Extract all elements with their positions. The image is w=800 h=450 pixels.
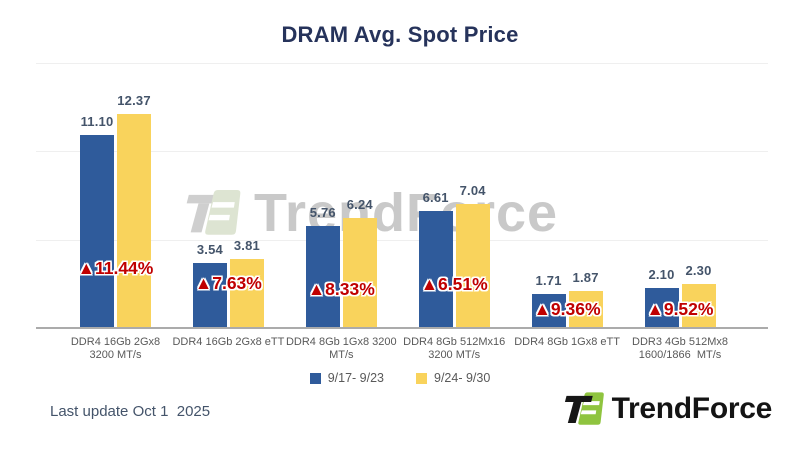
change-badge-group2: ▲7.63%: [194, 273, 262, 293]
bar-group4-week2: [455, 204, 490, 328]
gridline-10: [36, 151, 768, 153]
x-axis-label-group1: DDR4 16Gb 2Gx8 3200 MT/s: [57, 336, 175, 362]
value-label-group4-week2: 7.04: [459, 183, 486, 199]
x-axis-label-line1: DDR4 16Gb 2Gx8 eTT: [172, 336, 285, 348]
value-label-group3-week2: 6.24: [346, 196, 373, 212]
legend-label-week2: 9/24- 9/30: [434, 371, 491, 385]
x-axis-label-group5: DDR4 8Gb 1Gx8 eTT: [508, 336, 626, 349]
value-label-group6-week1: 2.10: [648, 266, 675, 282]
value-label-group2-week1: 3.54: [196, 242, 223, 258]
x-axis-label-group6: DDR3 4Gb 512Mx8 1600/1866 MT/s: [621, 336, 739, 362]
x-axis-label-group4: DDR4 8Gb 512Mx16 3200 MT/s: [395, 336, 513, 362]
value-label-group3-week1: 5.76: [309, 204, 336, 220]
legend: 9/17- 9/23 9/24- 9/30: [0, 371, 800, 385]
legend-item-week2: 9/24- 9/30: [416, 371, 490, 385]
bar-group1-week2: [117, 113, 151, 328]
value-label-group4-week1: 6.61: [422, 190, 449, 206]
bar-group5-week1: [531, 294, 566, 328]
bar-group6-week1: [644, 287, 679, 328]
x-axis-label-line1: DDR4 8Gb 1Gx8 eTT: [514, 336, 620, 348]
watermark-trendforce-icon: [186, 190, 241, 235]
change-badge-group1: ▲11.44%: [77, 258, 154, 278]
legend-item-week1: 9/17- 9/23: [309, 371, 384, 385]
gridline-5: [36, 239, 768, 241]
last-update-text: Last update Oct 1 2025: [50, 403, 211, 420]
trendforce-logo-text: TrendForce: [611, 392, 773, 425]
bar-group2-week1: [192, 263, 227, 328]
change-badge-group5: ▲9.36%: [533, 299, 601, 319]
legend-swatch-week1: [309, 372, 321, 384]
trendforce-logo: TrendForce: [563, 388, 772, 430]
bar-group3-week1: [305, 225, 340, 328]
x-axis-label-line1: DDR4 8Gb 1Gx8 3200: [285, 336, 397, 348]
value-label-group1-week2: 12.37: [117, 92, 151, 108]
x-axis-line: [36, 327, 768, 329]
bar-group2-week2: [229, 258, 264, 328]
legend-swatch-week2: [416, 372, 427, 384]
x-axis-label-group2: DDR4 16Gb 2Gx8 eTT: [169, 336, 287, 349]
value-label-group2-week2: 3.81: [233, 237, 260, 253]
x-axis-label-line2: MT/s: [329, 349, 354, 361]
value-label-group5-week2: 1.87: [572, 270, 599, 286]
value-label-group5-week1: 1.71: [535, 273, 562, 289]
value-label-group1-week1: 11.10: [80, 114, 114, 130]
x-axis-label-group3: DDR4 8Gb 1Gx8 3200 MT/s: [282, 336, 400, 362]
bar-group3-week2: [342, 217, 377, 328]
change-badge-group4: ▲6.51%: [420, 274, 488, 294]
x-axis-label-line1: DDR4 16Gb 2Gx8: [70, 336, 161, 348]
page-title: DRAM Avg. Spot Price: [281, 22, 519, 47]
x-axis-label-line2: 1600/1866 MT/s: [638, 349, 722, 361]
bar-group4-week1: [418, 211, 453, 328]
gridline-15: [36, 63, 768, 65]
trendforce-logo-icon: [564, 392, 604, 425]
x-axis-label-line2: 3200 MT/s: [428, 349, 481, 361]
x-axis-label-line1: DDR4 8Gb 512Mx16: [403, 336, 506, 348]
x-axis-label-line2: 3200 MT/s: [89, 349, 142, 361]
bar-group6-week2: [681, 284, 716, 328]
value-label-group6-week2: 2.30: [685, 263, 712, 279]
x-axis-label-line1: DDR3 4Gb 512Mx8: [632, 336, 728, 348]
legend-label-week1: 9/17- 9/23: [327, 371, 384, 385]
bar-group1-week1: [80, 135, 114, 328]
change-badge-group3: ▲8.33%: [307, 279, 375, 299]
bar-group5-week2: [568, 291, 603, 328]
change-badge-group6: ▲9.52%: [646, 299, 714, 319]
